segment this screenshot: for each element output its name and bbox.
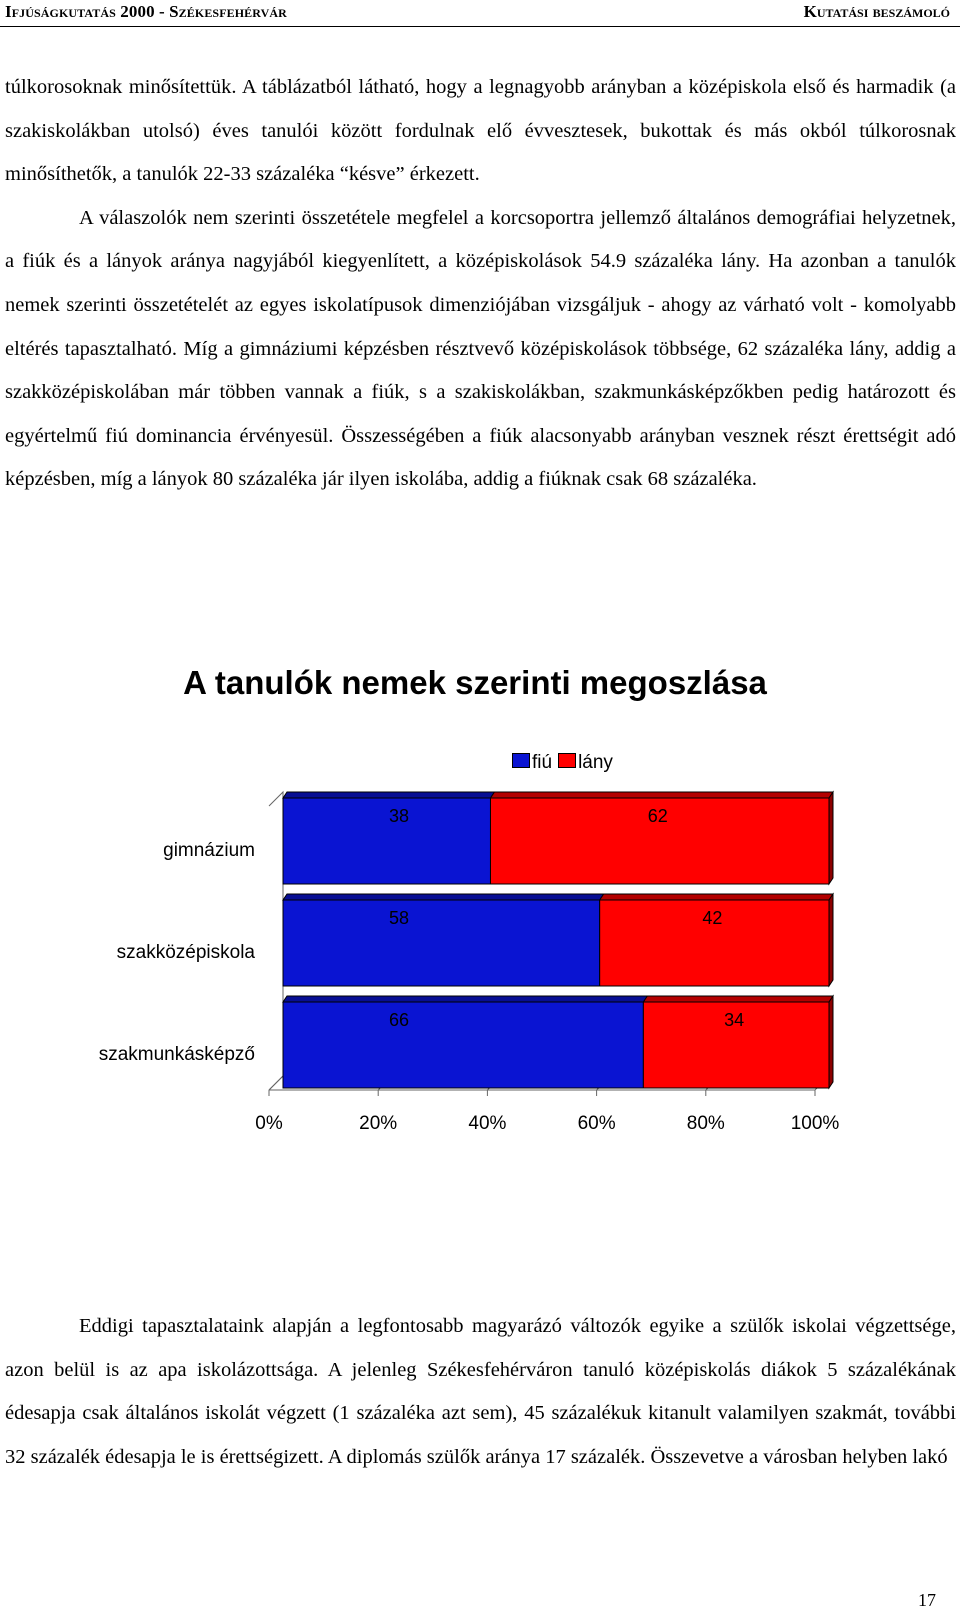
- category-label: szakközépiskola: [117, 942, 256, 963]
- paragraph-1-text: túlkorosoknak minősítettük. A táblázatbó…: [5, 76, 956, 186]
- data-label: 38: [389, 806, 409, 826]
- bar-top-face: [642, 995, 834, 1003]
- data-label: 42: [702, 908, 722, 928]
- body-paragraph-1: túlkorosoknak minősítettük. A táblázatbó…: [5, 66, 956, 502]
- legend-label-lany: lány: [578, 752, 613, 773]
- legend-item-fiu: fiú: [512, 752, 552, 774]
- paragraph-2-text: A válaszolók nem szerinti összetétele me…: [5, 206, 956, 491]
- legend-swatch-lany: [558, 753, 577, 768]
- stacked-bar-chart: 0% 20% 40% 60% 80% 100% 38 62 gimnázium 58 42 szakk…: [99, 790, 840, 1134]
- bar-top-face: [282, 893, 605, 901]
- legend-item-lany: lány: [558, 752, 613, 774]
- header-title-left: Ifjúságkutatás 2000 - Székesfehérvár: [5, 2, 287, 21]
- data-label: 66: [389, 1010, 409, 1030]
- legend-label-fiu: fiú: [532, 752, 553, 773]
- chart-legend: fiú lány: [512, 752, 619, 774]
- data-label: 62: [648, 806, 668, 826]
- bar-top-face: [282, 791, 496, 799]
- bar-fiú-szakközépiskola: [282, 899, 601, 987]
- header-title-right: Kutatási beszámoló: [803, 2, 950, 21]
- bar-lány-szakmunkásképző: [642, 1001, 830, 1089]
- x-tick-label: 60%: [578, 1113, 616, 1134]
- page-header: Ifjúságkutatás 2000 - Székesfehérvár Kut…: [0, 0, 960, 27]
- bar-top-face: [282, 995, 649, 1003]
- bar-top-face: [489, 791, 834, 799]
- chart-title: A tanulók nemek szerinti megoszlása: [183, 664, 767, 701]
- floor-tick: [268, 1075, 284, 1091]
- body-paragraph-3: Eddigi tapasztalataink alapján a legfont…: [5, 1305, 956, 1479]
- bar-side-face: [828, 790, 834, 886]
- x-tick-label: 100%: [791, 1113, 840, 1134]
- bar-side-face: [828, 994, 834, 1090]
- data-label: 34: [724, 1010, 744, 1030]
- plot-left-wall: [268, 790, 284, 1091]
- x-tick-label: 20%: [359, 1113, 397, 1134]
- data-label: 58: [389, 908, 409, 928]
- bar-fiú-szakmunkásképző: [282, 1001, 644, 1089]
- bar-lány-gimnázium: [489, 797, 830, 885]
- page-number: 17: [918, 1590, 936, 1610]
- paragraph-3-text: Eddigi tapasztalataink alapján a legfont…: [5, 1315, 956, 1468]
- bar-lány-szakközépiskola: [599, 899, 830, 987]
- category-label: gimnázium: [163, 840, 255, 861]
- bar-side-face: [828, 892, 834, 988]
- legend-swatch-fiu: [512, 753, 530, 768]
- x-tick-label: 40%: [468, 1113, 506, 1134]
- x-tick-label: 80%: [687, 1113, 725, 1134]
- category-label: szakmunkásképző: [99, 1044, 255, 1065]
- bar-top-face: [598, 893, 834, 901]
- bar-fiú-gimnázium: [282, 797, 491, 885]
- x-tick-label: 0%: [255, 1113, 283, 1134]
